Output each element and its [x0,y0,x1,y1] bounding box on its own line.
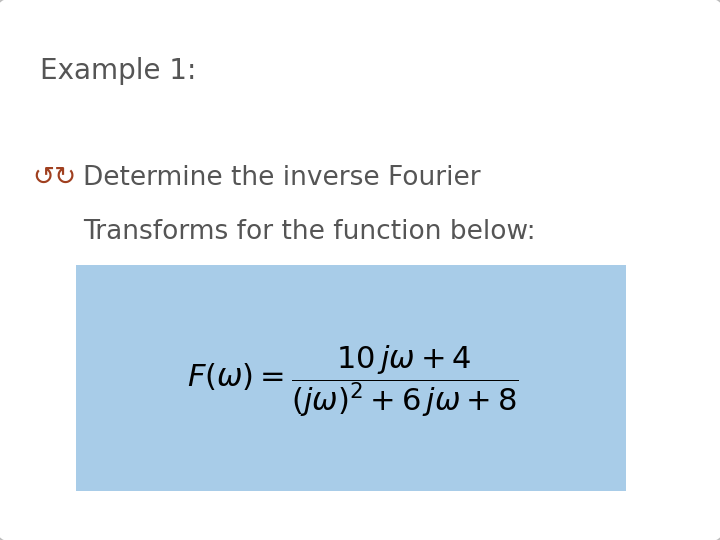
Text: Determine the inverse Fourier: Determine the inverse Fourier [83,165,480,191]
FancyBboxPatch shape [76,265,626,491]
Text: $F(\omega)=\dfrac{10\,j\omega+4}{(j\omega)^{2}+6\,j\omega+8}$: $F(\omega)=\dfrac{10\,j\omega+4}{(j\omeg… [187,343,518,418]
Text: Example 1:: Example 1: [40,57,196,85]
Text: Transforms for the function below:: Transforms for the function below: [83,219,536,245]
Text: ↺↻: ↺↻ [32,165,76,191]
